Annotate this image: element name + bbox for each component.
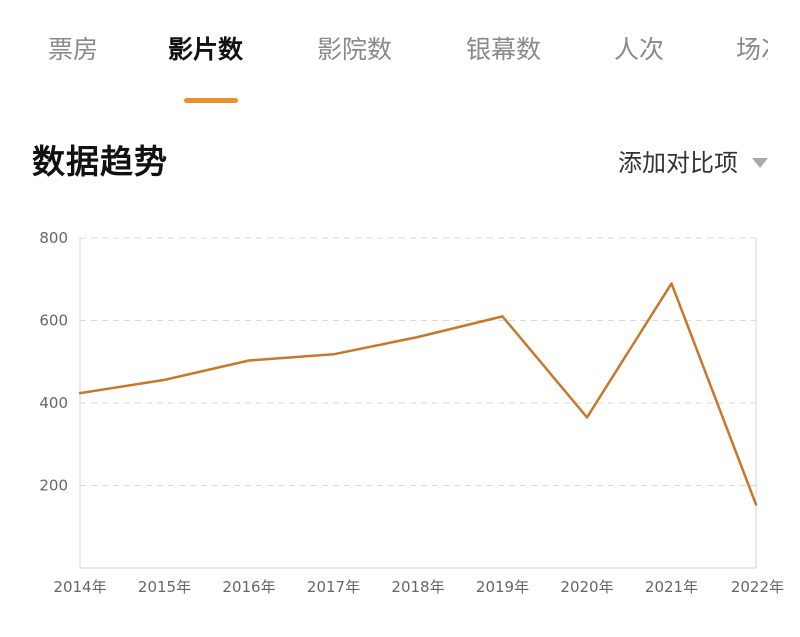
x-tick-label-6: 2020年 xyxy=(560,578,613,596)
x-tick-label-1: 2015年 xyxy=(138,578,191,596)
tab-box-office[interactable]: 票房 xyxy=(48,35,99,64)
x-tick-label-2: 2016年 xyxy=(222,578,275,596)
x-tick-label-3: 2017年 xyxy=(307,578,360,596)
tab-screenings[interactable]: 场次 xyxy=(736,35,768,64)
x-tick-label-7: 2021年 xyxy=(645,578,698,596)
caret-down-icon xyxy=(752,158,768,168)
trend-line-chart: 200 400 600 800 2014年 2015年 2016年 2017年 2018年 201… xyxy=(39,229,784,596)
y-tick-label-400: 400 xyxy=(39,394,68,412)
add-comparison-dropdown[interactable]: 添加对比项 xyxy=(618,145,768,181)
y-tick-label-800: 800 xyxy=(39,229,68,247)
tab-attendance[interactable]: 人次 xyxy=(614,35,665,64)
active-tab-indicator xyxy=(184,98,238,103)
tab-film-count[interactable]: 影片数 xyxy=(168,35,244,64)
tab-bar: 票房 影片数 影院数 银幕数 人次 场次 xyxy=(32,0,768,104)
add-comparison-label: 添加对比项 xyxy=(618,149,738,177)
series-line-0 xyxy=(78,282,758,506)
tab-screen-count[interactable]: 银幕数 xyxy=(466,35,542,64)
x-tick-label-0: 2014年 xyxy=(53,578,106,596)
x-tick-label-5: 2019年 xyxy=(476,578,529,596)
section-title: 数据趋势 xyxy=(32,142,168,181)
x-tick-label-8: 2022年 xyxy=(731,578,784,596)
x-tick-label-4: 2018年 xyxy=(391,578,444,596)
y-tick-label-200: 200 xyxy=(39,477,68,495)
tab-cinema-count[interactable]: 影院数 xyxy=(317,35,393,64)
y-tick-label-600: 600 xyxy=(39,312,68,330)
